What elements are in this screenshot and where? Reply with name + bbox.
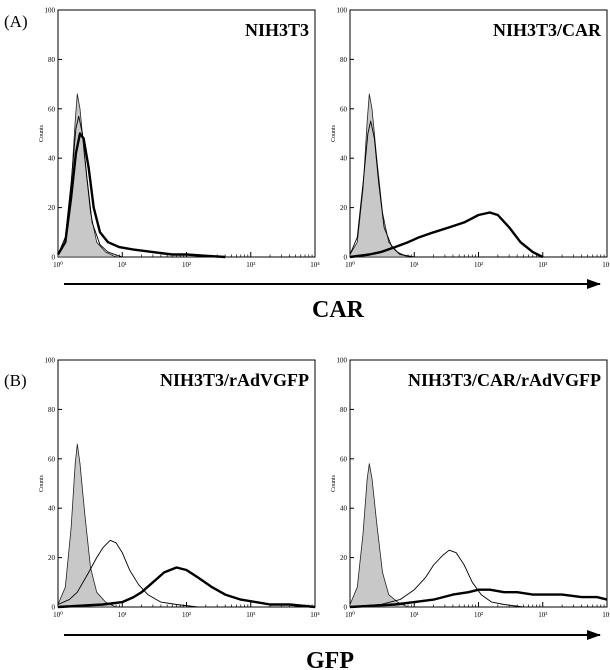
histogram-control-fill — [349, 463, 409, 608]
x-tick-label: 10¹ — [118, 611, 127, 619]
plot-frame-nih3t3-car — [349, 9, 608, 258]
histogram-panel-nih3t3-radvgfp: 0 20 40 60 80 100 10⁰ 10¹ 10² 10³ 10⁴ Counts NIH3T3/… — [39, 357, 320, 620]
x-tick-label: 10² — [182, 611, 191, 619]
y-tick-label: 80 — [340, 406, 348, 414]
x-tick-label: 10³ — [246, 261, 255, 269]
x-tick-label: 10⁰ — [345, 261, 355, 269]
y-tick-label: 0 — [52, 604, 56, 612]
x-tick-label: 10⁴ — [310, 611, 320, 619]
panel-title-nih3t3-car: NIH3T3/CAR — [493, 20, 602, 40]
y-tick-label: 60 — [340, 105, 348, 113]
y-tick-label: 80 — [340, 56, 348, 64]
x-tick-label: 10² — [474, 611, 483, 619]
histogram-thick-line — [56, 132, 226, 259]
gfp-axis-label: GFP — [306, 648, 354, 670]
histogram-thin-line — [57, 539, 198, 608]
histogram-control-fill — [57, 443, 117, 608]
y-tick-label: 80 — [48, 56, 56, 64]
histogram-panel-nih3t3: 0 20 40 60 80 100 10⁰ 10¹ 10² 10³ 10⁴ Counts NIH3T3 — [39, 7, 320, 270]
histogram-panel-nih3t3-car-radvgfp: 0 20 40 60 80 100 10⁰ 10¹ 10² 10³ 10⁴ Counts NIH3T3/… — [331, 357, 610, 620]
y-tick-label: 40 — [48, 155, 56, 163]
y-tick-label: 100 — [337, 357, 348, 365]
x-tick-label: 10⁰ — [53, 261, 63, 269]
x-tick-label: 10¹ — [118, 261, 127, 269]
y-axis-label: Counts — [39, 124, 45, 142]
x-tick-label: 10¹ — [410, 261, 419, 269]
car-axis-label: CAR — [312, 297, 365, 323]
y-tick-label: 20 — [48, 204, 56, 212]
x-tick-label: 10³ — [538, 611, 547, 619]
x-tick-label: 10⁴ — [310, 261, 320, 269]
x-tick-label: 10⁰ — [53, 611, 63, 619]
x-tick-label: 10⁴ — [602, 261, 610, 269]
panel-label-a: (A) — [4, 12, 28, 31]
y-tick-label: 80 — [48, 406, 56, 414]
y-tick-label: 20 — [48, 554, 56, 562]
y-tick-label: 60 — [48, 105, 56, 113]
y-axis-label: Counts — [331, 474, 337, 492]
y-tick-label: 100 — [337, 7, 348, 15]
histogram-thick-line — [349, 588, 608, 609]
y-tick-label: 60 — [340, 455, 348, 463]
y-axis-label: Counts — [331, 124, 337, 142]
x-tick-label: 10² — [182, 261, 191, 269]
y-tick-label: 40 — [340, 155, 348, 163]
y-tick-label: 0 — [344, 254, 348, 262]
x-tick-label: 10⁴ — [602, 611, 610, 619]
histogram-thin-line — [349, 549, 524, 608]
x-tick-label: 10⁰ — [345, 611, 355, 619]
histogram-thick-line — [349, 211, 544, 259]
histogram-control-fill — [349, 93, 409, 258]
x-tick-label: 10³ — [538, 261, 547, 269]
y-tick-label: 60 — [48, 455, 56, 463]
y-tick-label: 0 — [344, 604, 348, 612]
panel-title-nih3t3-radvgfp: NIH3T3/rAdVGFP — [160, 370, 309, 390]
histogram-thick-line — [57, 566, 316, 609]
panel-title-nih3t3: NIH3T3 — [245, 20, 309, 40]
y-tick-label: 0 — [52, 254, 56, 262]
histogram-thin-line — [57, 115, 123, 258]
y-tick-label: 100 — [45, 357, 56, 365]
plot-frame-nih3t3-car-radvgfp — [349, 359, 608, 608]
y-tick-label: 20 — [340, 204, 348, 212]
panel-label-b: (B) — [4, 371, 27, 390]
x-tick-label: 10³ — [246, 611, 255, 619]
y-axis-label: Counts — [39, 474, 45, 492]
x-tick-label: 10¹ — [410, 611, 419, 619]
histogram-panel-nih3t3-car: 0 20 40 60 80 100 10⁰ 10¹ 10² 10³ 10⁴ Counts NIH3T3/… — [331, 7, 610, 270]
y-tick-label: 20 — [340, 554, 348, 562]
panel-title-nih3t3-car-radvgfp: NIH3T3/CAR/rAdVGFP — [408, 370, 601, 390]
histogram-thin-line — [349, 120, 415, 258]
y-tick-label: 40 — [340, 505, 348, 513]
y-tick-label: 40 — [48, 505, 56, 513]
x-tick-label: 10² — [474, 261, 483, 269]
y-tick-label: 100 — [45, 7, 56, 15]
